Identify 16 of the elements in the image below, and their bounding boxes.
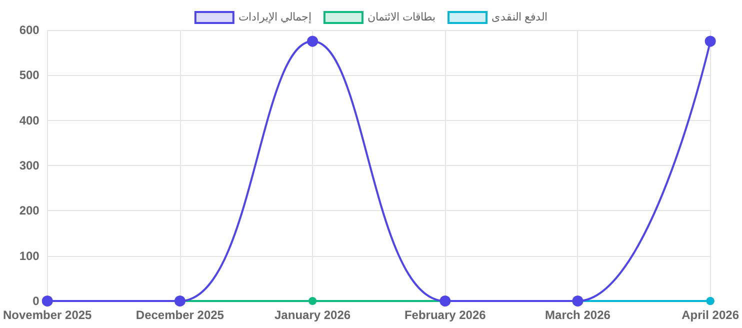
legend-label: إجمالي الإيرادات	[238, 12, 312, 24]
y-tick-label: 500	[19, 68, 40, 82]
y-tick-label: 600	[19, 23, 40, 37]
x-tick-label: November 2025	[3, 308, 92, 322]
legend-label: الدفع النقدى	[492, 12, 548, 24]
y-tick-label: 200	[19, 204, 40, 218]
legend-label: بطاقات الائتمان	[367, 12, 436, 24]
x-tick-label: January 2026	[274, 308, 351, 322]
x-tick-label: April 2026	[682, 308, 740, 322]
y-tick-label: 400	[19, 113, 40, 128]
y-tick-label: 100	[19, 248, 40, 263]
x-tick-label: March 2026	[545, 308, 611, 322]
y-tick-label: 300	[19, 158, 40, 172]
x-tick-label: February 2026	[404, 308, 486, 322]
y-tick-label: 0	[32, 294, 40, 308]
x-tick-label: December 2025	[136, 308, 224, 322]
